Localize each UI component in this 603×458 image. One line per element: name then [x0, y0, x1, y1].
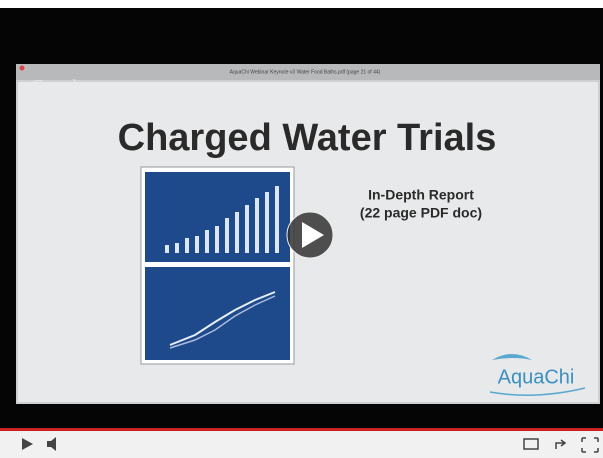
thumb-chart-bottom: [145, 267, 290, 360]
control-bar: [0, 431, 603, 458]
page: AquaChi Webinar Keynote v3 Water Food Ba…: [0, 0, 603, 458]
report-line: In-Depth Report: [368, 187, 474, 203]
logo-text: AquaChi: [498, 366, 575, 388]
close-dot: [20, 66, 25, 71]
window-title: AquaChi Webinar Keynote v3 Water Food Ba…: [230, 69, 381, 75]
slide-title: Charged Water Trials: [118, 117, 497, 159]
progress-bar[interactable]: [0, 428, 603, 431]
play-button[interactable]: [287, 212, 333, 258]
video-player: AquaChi Webinar Keynote v3 Water Food Ba…: [0, 0, 603, 458]
report-line: (22 page PDF doc): [360, 205, 482, 221]
